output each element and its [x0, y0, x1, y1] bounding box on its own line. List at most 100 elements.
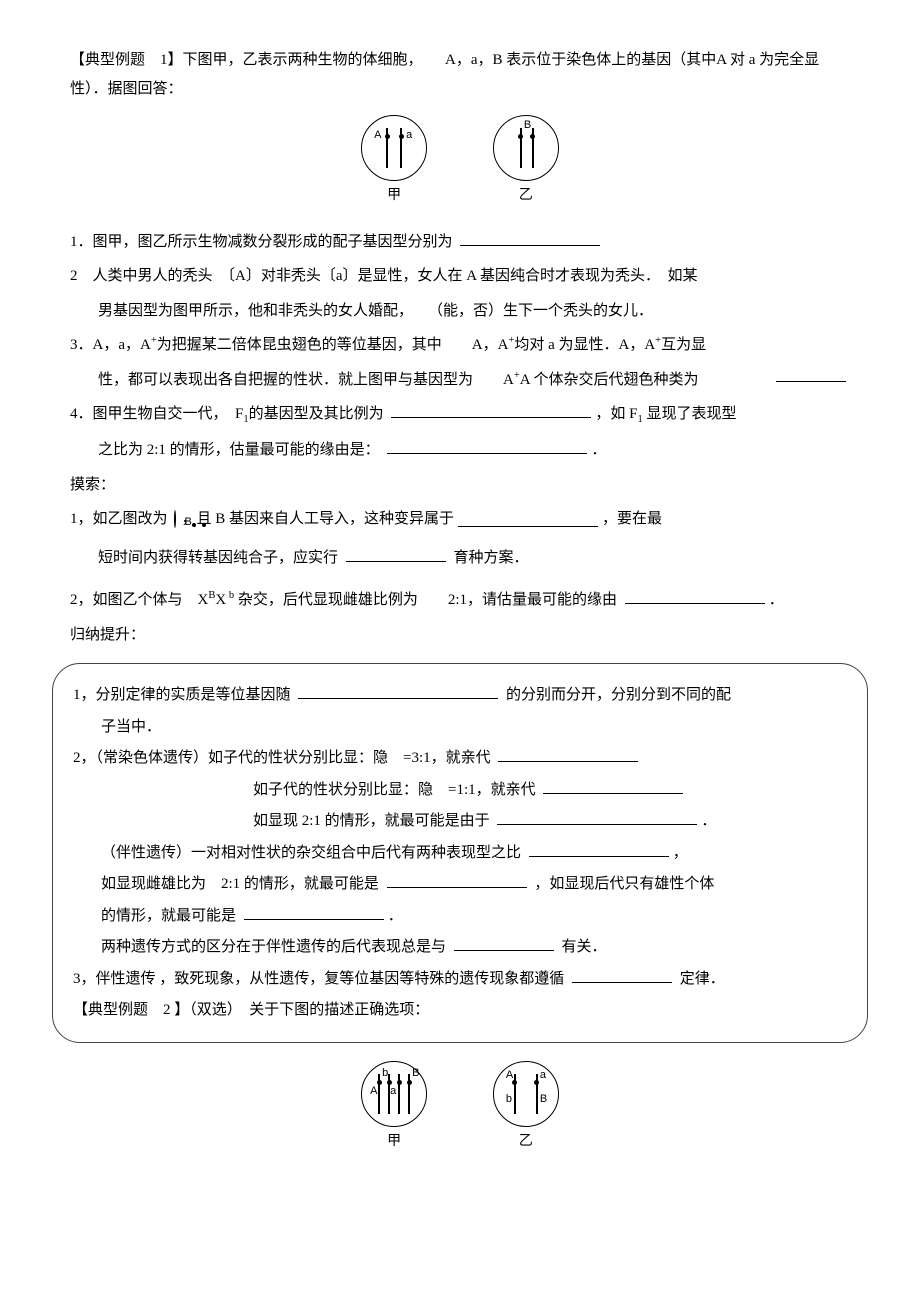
blank: [298, 683, 498, 699]
example1-prefix: 【典型例题 1】: [70, 52, 183, 68]
allele-label-A: A: [374, 130, 381, 141]
allele-label: B: [412, 1068, 419, 1079]
caption-jia-2: 甲: [354, 1129, 434, 1156]
chrom: [520, 128, 522, 168]
q4-line2: 之比为 2:1 的情形，估量最可能的缘由是：: [98, 442, 380, 458]
blank: [460, 230, 600, 246]
sum-2d: （伴性遗传）一对相对性状的杂交组合中后代有两种表现型之比 ，: [73, 839, 847, 868]
s2gb: 有关．: [562, 939, 607, 955]
blank: [572, 967, 672, 983]
caption-yi: 乙: [486, 183, 566, 210]
summary-box: 1，分别定律的实质是等位基因随 的分别而分开，分别分到不同的配 子当中． 2，（…: [52, 663, 868, 1043]
e2-a: 2，如图乙个体与 X: [70, 592, 208, 608]
allele-label: a: [390, 1086, 396, 1097]
blank: [387, 872, 527, 888]
allele-label: b: [506, 1094, 512, 1105]
sum-2b: 如子代的性状分别比显：隐 =1:1，就亲代: [73, 776, 847, 805]
q3-b: 为把握某二倍体昆虫翅色的等位基因，其中 A，A: [157, 337, 509, 353]
s2ga: 两种遗传方式的区分在于伴性遗传的后代表现总是与: [101, 939, 446, 955]
e2-b: X: [215, 592, 226, 608]
q1-text: 1．图甲，图乙所示生物减数分裂形成的配子基因型分别为: [70, 234, 453, 250]
s1a: 1，分别定律的实质是等位基因随: [73, 687, 291, 703]
q4-a: 4．图甲生物自交一代， F: [70, 406, 243, 422]
s1b: 的分别而分开，分别分到不同的配: [506, 687, 731, 703]
blank: [543, 778, 683, 794]
figure-2: A a b B 甲 A a b B 乙: [70, 1061, 850, 1156]
sum-1b: 子当中．: [73, 713, 847, 742]
question-4-line1: 4．图甲生物自交一代， F1的基因型及其比例为 ，如 F1 显现了表现型: [70, 400, 850, 430]
allele-label: b: [382, 1068, 388, 1079]
question-1: 1．图甲，图乙所示生物减数分裂形成的配子基因型分别为: [70, 228, 850, 257]
e1-c: ，要在最: [602, 505, 662, 534]
example1-header: 【典型例题 1】下图甲，乙表示两种生物的体细胞， A，a，B 表示位于染色体上的…: [70, 46, 850, 103]
chrom: [532, 128, 534, 168]
example-2-header: 【典型例题 2 】（双选） 关于下图的描述正确选项：: [73, 996, 847, 1025]
sup-b: b: [226, 590, 234, 601]
s2d: （伴性遗传）一对相对性状的杂交组合中后代有两种表现型之比: [101, 845, 521, 861]
blank: [625, 588, 765, 604]
caption-jia: 甲: [354, 183, 434, 210]
blank: [529, 841, 669, 857]
q4-c: ，如 F: [595, 406, 637, 422]
allele-label: A: [506, 1070, 513, 1081]
s2f: 的情形，就最可能是: [101, 908, 236, 924]
blank: [244, 904, 384, 920]
s2eb: ，如显现后代只有雄性个体: [534, 876, 714, 892]
s2c: 如显现 2:1 的情形，就最可能是由于: [253, 813, 490, 829]
cell-yi-circle: B: [493, 115, 559, 181]
e1-2b: 育种方案．: [454, 550, 529, 566]
cell-jia-circle: A a: [361, 115, 427, 181]
q3-2a: 性，都可以表现出各自把握的性状．就上图甲与基因型为 A: [98, 372, 514, 388]
question-2-line2: 男基因型为图甲所示，他和非秃头的女人婚配， （能，否）生下一个秃头的女儿．: [70, 297, 850, 326]
allele-label: B: [540, 1094, 547, 1105]
allele-label-a: a: [406, 130, 412, 141]
cell-circle: A a b B: [361, 1061, 427, 1127]
blank: [454, 935, 554, 951]
cell-yi-2: A a b B 乙: [486, 1061, 566, 1156]
q4-d: 显现了表现型: [643, 406, 737, 422]
sum-2f: 的情形，就最可能是 ．: [73, 902, 847, 931]
blank: [458, 511, 598, 527]
question-3-line1: 3．A，a，A+为把握某二倍体昆虫翅色的等位基因，其中 A，A+均对 a 为显性…: [70, 331, 850, 360]
inline-cell-diagram: B: [174, 505, 176, 534]
q3-2b: A 个体杂交后代翅色种类为: [520, 372, 699, 388]
question-2-line1: 2 人类中男人的秃头 〔A〕对非秃头〔a〕是显性，女人在 A 基因纯合时才表现为…: [70, 262, 850, 291]
e2-c: 杂交，后代显现雌雄比例为 2:1，请估量最可能的缘由: [234, 592, 617, 608]
sum-2e: 如显现雌雄比为 2:1 的情形，就最可能是 ，如显现后代只有雄性个体: [73, 870, 847, 899]
s2b: 如子代的性状分别比显：隐 =1:1，就亲代: [253, 782, 536, 798]
figure-1: A a 甲 B 乙: [70, 115, 850, 210]
chrom: [400, 128, 402, 168]
sum-2g: 两种遗传方式的区分在于伴性遗传的后代表现总是与 有关．: [73, 933, 847, 962]
q3-c: 均对 a 为显性．A，A: [514, 337, 655, 353]
allele-label: a: [540, 1070, 546, 1081]
explore-label: 摸索：: [70, 471, 850, 500]
q4-b: 的基因型及其比例为: [249, 406, 384, 422]
explore-2: 2，如图乙个体与 XBX b 杂交，后代显现雌雄比例为 2:1，请估量最可能的缘…: [70, 586, 850, 615]
sum-2a: 2，（常染色体遗传）如子代的性状分别比显：隐 =3:1，就亲代: [73, 744, 847, 773]
allele-label-B: B: [524, 120, 531, 131]
q2-text-1: 2 人类中男人的秃头 〔A〕对非秃头〔a〕是显性，女人在 A 基因纯合时才表现为…: [70, 268, 698, 284]
sum-2c: 如显现 2:1 的情形，就最可能是由于 ．: [73, 807, 847, 836]
blank: [346, 546, 446, 562]
e1-b: ，且 B 基因来自人工导入，这种变异属于: [182, 505, 455, 534]
e1-a: 1，如乙图改为: [70, 505, 168, 534]
blank: [776, 366, 846, 382]
allele-label: A: [370, 1086, 377, 1097]
blank: [387, 438, 587, 454]
cell-jia-2: A a b B 甲: [354, 1061, 434, 1156]
cell-jia: A a 甲: [354, 115, 434, 210]
explore-1-line1: 1，如乙图改为 B ，且 B 基因来自人工导入，这种变异属于 ，要在最: [70, 505, 850, 534]
q3-a: 3．A，a，A: [70, 337, 151, 353]
q3-d: 互为显: [661, 337, 706, 353]
blank: [497, 809, 697, 825]
explore-1-line2: 短时间内获得转基因纯合子，应实行 育种方案．: [70, 544, 850, 573]
cell-circle: A a b B: [493, 1061, 559, 1127]
blank: [498, 746, 638, 762]
sum-1: 1，分别定律的实质是等位基因随 的分别而分开，分别分到不同的配: [73, 681, 847, 710]
s2a: 2，（常染色体遗传）如子代的性状分别比显：隐 =3:1，就亲代: [73, 750, 491, 766]
q2-text-2: 男基因型为图甲所示，他和非秃头的女人婚配， （能，否）生下一个秃头的女儿．: [98, 303, 653, 319]
question-4-line2: 之比为 2:1 的情形，估量最可能的缘由是： ．: [70, 436, 850, 465]
cell-yi: B 乙: [486, 115, 566, 210]
s2ea: 如显现雌雄比为 2:1 的情形，就最可能是: [101, 876, 379, 892]
blank: [391, 402, 591, 418]
